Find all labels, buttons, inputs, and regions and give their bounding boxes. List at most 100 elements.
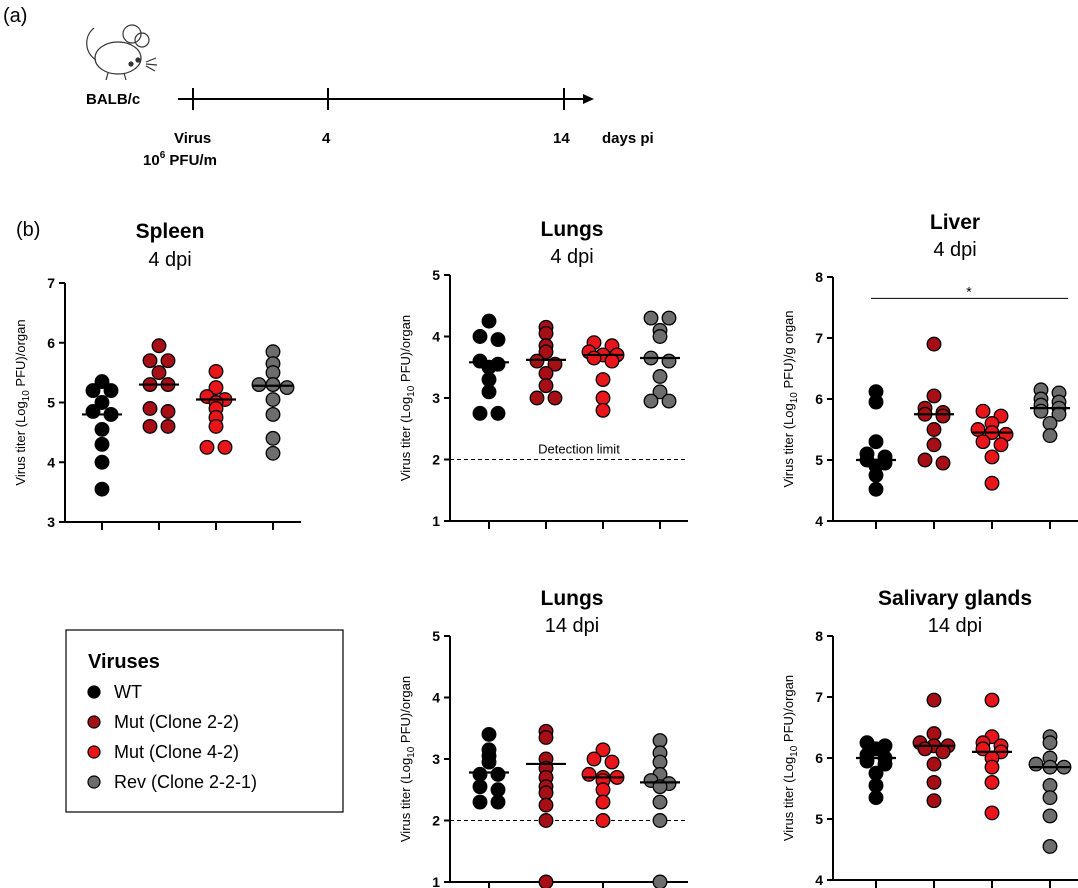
data-point <box>481 754 497 770</box>
data-point <box>652 754 668 770</box>
y-axis-label: Virus titer (Log10 PFU)/organ <box>398 676 417 842</box>
data-point <box>604 754 620 770</box>
chart-lungs-14dpi: Lungs 14 dpi 1 2 3 4 5 Virus titer (Log10 PFU)/… <box>398 587 688 888</box>
data-point <box>103 383 119 399</box>
data-point <box>984 759 1000 775</box>
data-point <box>472 329 488 344</box>
y-tick-label: 4 <box>815 872 823 888</box>
data-point <box>935 744 951 760</box>
data-point <box>94 374 110 390</box>
y-tick-label: 5 <box>815 452 823 468</box>
panel-b-label: (b) <box>16 219 40 241</box>
data-point <box>581 766 597 782</box>
timeline: BALB/c Virus 106 PFU/m 4 14 days pi <box>86 24 654 169</box>
panel-a-label: (a) <box>3 5 27 27</box>
data-point <box>586 350 602 366</box>
data-point <box>94 481 110 497</box>
data-point <box>868 481 884 497</box>
y-tick-label: 6 <box>815 391 823 407</box>
data-point <box>661 393 677 409</box>
chart-title: Spleen <box>136 220 205 243</box>
data-point <box>926 793 942 809</box>
data-point <box>868 394 884 410</box>
data-point <box>652 384 668 400</box>
data-point <box>481 372 497 388</box>
y-tick-label: 7 <box>47 275 55 291</box>
data-point <box>538 730 554 745</box>
y-tick-label: 7 <box>815 689 823 705</box>
data-point <box>538 325 554 341</box>
data-point <box>652 733 668 749</box>
data-point <box>472 779 488 795</box>
data-point <box>1033 403 1049 419</box>
data-point <box>538 365 554 381</box>
data-point <box>652 369 668 384</box>
legend-item-1: Mut (Clone 2-2) <box>87 712 239 732</box>
data-point <box>265 445 281 461</box>
y-tick-label: 4 <box>432 690 440 706</box>
data-point <box>85 383 101 399</box>
legend-marker-0 <box>87 685 101 699</box>
significance-marker: * <box>966 283 972 299</box>
data-point <box>917 741 933 757</box>
y-axis-label: Virus titer (Log10 PFU)/organ <box>781 675 800 841</box>
chart-subtitle: 4 dpi <box>933 239 976 261</box>
chart-subtitle: 4 dpi <box>148 249 191 271</box>
y-tick-label: 3 <box>432 751 440 767</box>
timeline-arrowhead <box>583 94 594 104</box>
data-point <box>160 353 176 369</box>
legend-item-0: WT <box>87 682 142 702</box>
data-point <box>917 452 933 468</box>
data-point <box>208 363 224 379</box>
y-tick-label: 8 <box>815 269 823 285</box>
data-point <box>529 390 545 406</box>
data-point <box>142 401 158 416</box>
data-point <box>984 774 1000 790</box>
data-point <box>595 782 611 798</box>
data-point <box>868 790 884 806</box>
data-point <box>595 742 611 758</box>
data-point <box>595 390 611 406</box>
y-tick-label: 4 <box>47 454 55 470</box>
data-point <box>661 310 677 326</box>
y-axis-label: Virus titer (Log10 PFU)/organ <box>13 319 32 485</box>
data-point <box>1042 790 1058 806</box>
data-point <box>279 380 295 396</box>
data-point <box>935 455 951 471</box>
y-tick-label: 7 <box>815 330 823 346</box>
chart-title: Lungs <box>541 218 604 241</box>
data-point <box>859 753 875 769</box>
data-point <box>661 353 677 369</box>
data-point <box>142 353 158 369</box>
data-point <box>199 439 215 455</box>
data-point <box>984 805 1000 821</box>
y-tick-label: 5 <box>815 811 823 827</box>
data-point <box>652 874 668 888</box>
legend-item-2: Mut (Clone 4-2) <box>87 742 239 762</box>
legend-box <box>65 629 344 813</box>
y-tick-label: 6 <box>47 335 55 351</box>
data-point <box>208 418 224 434</box>
y-tick-label: 5 <box>432 267 440 283</box>
data-point <box>208 380 224 396</box>
data-point <box>604 353 620 369</box>
data-point <box>926 336 942 352</box>
data-point <box>538 378 554 394</box>
data-point <box>265 407 281 422</box>
data-point <box>547 390 563 406</box>
y-tick-label: 4 <box>432 329 440 345</box>
y-tick-label: 5 <box>432 628 440 644</box>
data-point <box>142 418 158 434</box>
data-point <box>265 392 281 407</box>
data-point <box>643 310 659 326</box>
data-point <box>926 388 942 404</box>
legend-label-2: Mut (Clone 4-2) <box>114 742 239 762</box>
chart-salivary-glands-14dpi: Salivary glands 14 dpi 4 5 6 7 8 Virus titer (L… <box>781 587 1078 888</box>
data-point <box>85 404 101 419</box>
y-axis-label: Virus titer (Log10 PFU)/g organ <box>781 310 800 487</box>
data-point <box>94 395 110 410</box>
data-point <box>1042 808 1058 824</box>
data-point <box>984 449 1000 465</box>
data-point <box>926 437 942 453</box>
data-point <box>151 338 167 354</box>
